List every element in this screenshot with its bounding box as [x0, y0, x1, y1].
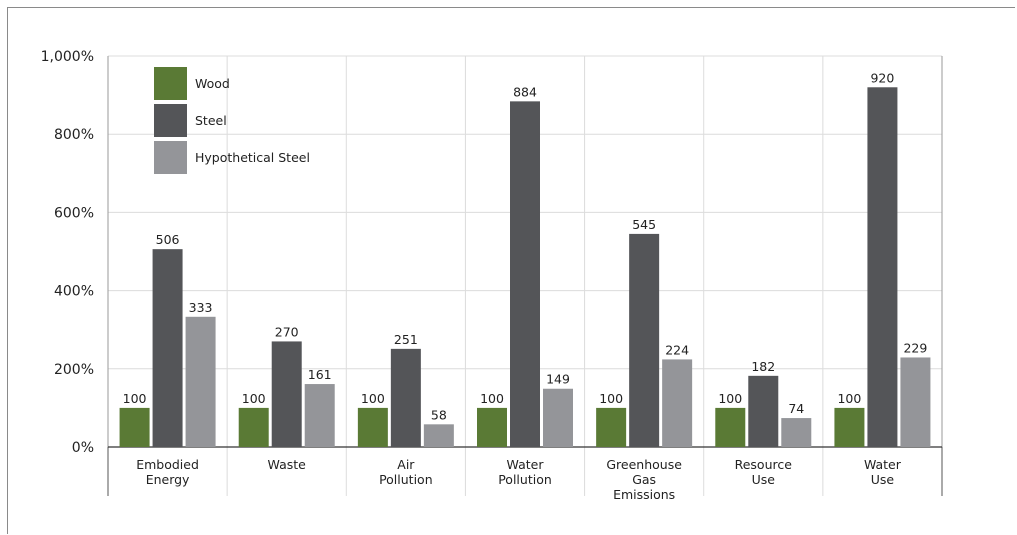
y-tick-label: 1,000% — [41, 49, 94, 65]
legend-swatch — [154, 141, 187, 174]
data-label: 149 — [546, 372, 570, 387]
category-label: Pollution — [498, 472, 552, 487]
data-label: 920 — [870, 70, 894, 85]
y-tick-label: 800% — [54, 127, 94, 143]
category-label: Greenhouse — [606, 457, 682, 472]
bar — [119, 407, 150, 447]
data-label: 100 — [837, 391, 861, 406]
category-label: Waste — [268, 457, 307, 472]
bars — [119, 87, 931, 447]
data-label: 100 — [718, 391, 742, 406]
data-label: 74 — [788, 401, 804, 416]
bar — [304, 384, 335, 447]
data-labels: 100 506 333 100 270 161 100 251 58 100 884 149 100 54… — [123, 70, 928, 422]
y-tick-label: 200% — [54, 362, 94, 378]
bar — [238, 407, 269, 447]
data-label: 224 — [665, 342, 689, 357]
data-label: 251 — [394, 332, 418, 347]
legend-swatch — [154, 104, 187, 137]
bar — [510, 101, 540, 447]
data-label: 161 — [308, 367, 332, 382]
bar — [596, 407, 627, 447]
bar — [834, 407, 865, 447]
bar — [271, 341, 302, 447]
data-label: 333 — [189, 300, 213, 315]
bar — [900, 357, 931, 447]
bar — [662, 359, 693, 447]
y-tick-label: 0% — [72, 440, 94, 456]
category-label: Air — [397, 457, 415, 472]
data-label: 229 — [903, 340, 927, 355]
y-tick-label: 400% — [54, 284, 94, 300]
category-label: Use — [752, 472, 776, 487]
bar — [748, 375, 779, 447]
category-label: Emissions — [613, 487, 675, 502]
bar — [781, 418, 812, 447]
data-label: 100 — [361, 391, 385, 406]
data-label: 100 — [480, 391, 504, 406]
legend-label: Wood — [195, 76, 230, 91]
bar — [629, 233, 660, 447]
y-tick-label: 600% — [54, 205, 94, 221]
data-label: 270 — [275, 324, 299, 339]
bar — [477, 407, 507, 447]
legend-label: Steel — [195, 113, 227, 128]
chart-frame — [7, 7, 1015, 534]
category-label: Water — [864, 457, 902, 472]
data-label: 58 — [431, 407, 447, 422]
data-label: 506 — [156, 232, 180, 247]
bar — [357, 407, 388, 447]
data-label: 884 — [513, 84, 537, 99]
category-label: Pollution — [379, 472, 433, 487]
category-label: Embodied — [136, 457, 199, 472]
bar — [543, 388, 573, 447]
data-label: 100 — [599, 391, 623, 406]
data-label: 100 — [242, 391, 266, 406]
data-label: 182 — [751, 359, 775, 374]
category-label: Use — [871, 472, 895, 487]
bar — [185, 316, 216, 447]
data-label: 545 — [632, 217, 656, 232]
bar — [867, 87, 898, 447]
bar — [390, 348, 421, 447]
legend-label: Hypothetical Steel — [195, 150, 310, 165]
data-label: 100 — [123, 391, 147, 406]
category-label: Water — [507, 457, 545, 472]
category-label: Resource — [735, 457, 793, 472]
legend: Wood Steel Hypothetical Steel — [154, 67, 310, 174]
legend-swatch — [154, 67, 187, 100]
bar — [715, 407, 746, 447]
category-label: Energy — [146, 472, 190, 487]
bar — [423, 424, 454, 447]
bar — [152, 249, 183, 447]
category-label: Gas — [632, 472, 656, 487]
